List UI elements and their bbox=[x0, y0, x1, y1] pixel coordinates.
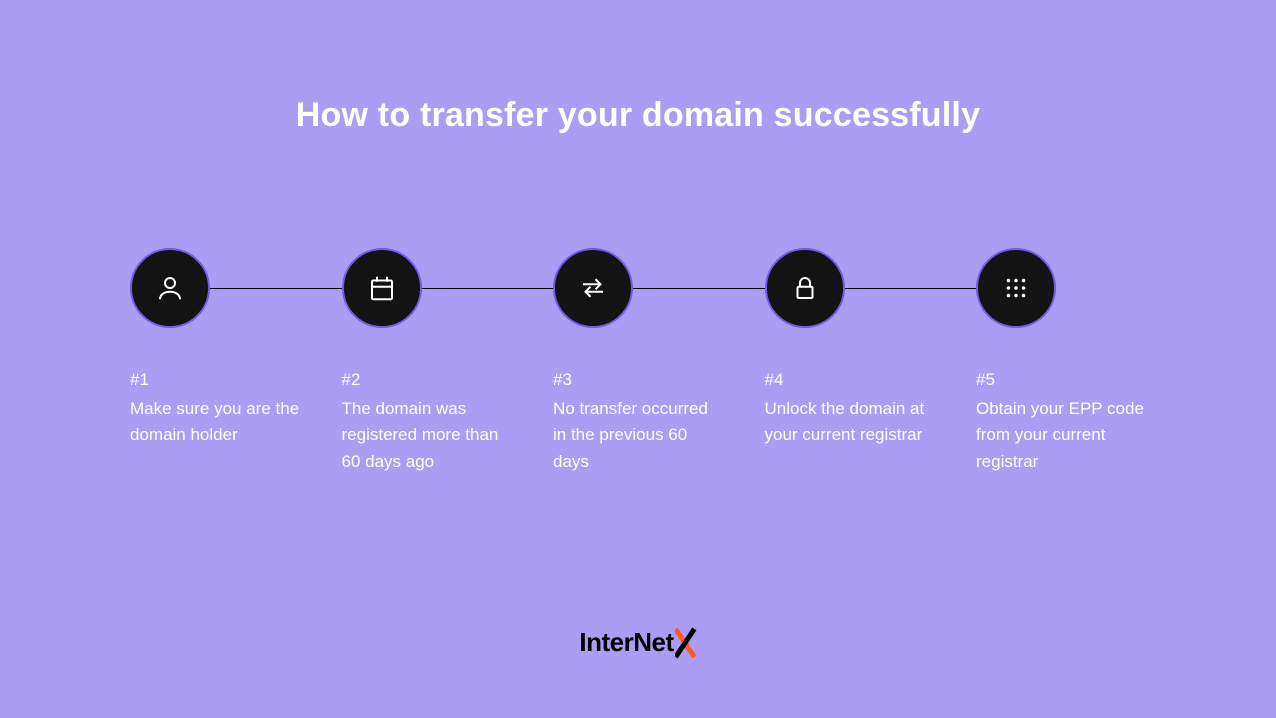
step-3: #3 No transfer occurred in the previous … bbox=[553, 248, 723, 475]
connector bbox=[422, 288, 554, 289]
brand-logo: InterNet bbox=[0, 627, 1276, 658]
step-5: #5 Obtain your EPP code from your curren… bbox=[976, 248, 1146, 475]
step-3-circle bbox=[553, 248, 633, 328]
step-4-circle bbox=[765, 248, 845, 328]
transfer-icon bbox=[578, 273, 608, 303]
step-number: #2 bbox=[342, 370, 512, 390]
step-text: Obtain your EPP code from your current r… bbox=[976, 396, 1146, 475]
connector bbox=[845, 288, 977, 289]
step-text: Make sure you are the domain holder bbox=[130, 396, 300, 449]
step-5-circle bbox=[976, 248, 1056, 328]
step-number: #5 bbox=[976, 370, 1146, 390]
grid-icon bbox=[1001, 273, 1031, 303]
step-number: #4 bbox=[765, 370, 935, 390]
step-number: #1 bbox=[130, 370, 300, 390]
logo-text-inter: Inter bbox=[579, 627, 633, 657]
calendar-icon bbox=[367, 273, 397, 303]
steps-row: #1 Make sure you are the domain holder #… bbox=[130, 248, 1146, 475]
step-2: #2 The domain was registered more than 6… bbox=[342, 248, 512, 475]
step-number: #3 bbox=[553, 370, 723, 390]
infographic-title: How to transfer your domain successfully bbox=[0, 96, 1276, 135]
step-4: #4 Unlock the domain at your current reg… bbox=[765, 248, 935, 475]
step-1: #1 Make sure you are the domain holder bbox=[130, 248, 300, 475]
step-text: The domain was registered more than 60 d… bbox=[342, 396, 512, 475]
logo-text-net: Net bbox=[633, 627, 673, 657]
person-icon bbox=[155, 273, 185, 303]
step-1-circle bbox=[130, 248, 210, 328]
step-text: No transfer occurred in the previous 60 … bbox=[553, 396, 723, 475]
lock-icon bbox=[790, 273, 820, 303]
step-2-circle bbox=[342, 248, 422, 328]
connector bbox=[210, 288, 342, 289]
connector bbox=[633, 288, 765, 289]
logo-x-icon bbox=[675, 631, 697, 657]
step-text: Unlock the domain at your current regist… bbox=[765, 396, 935, 449]
